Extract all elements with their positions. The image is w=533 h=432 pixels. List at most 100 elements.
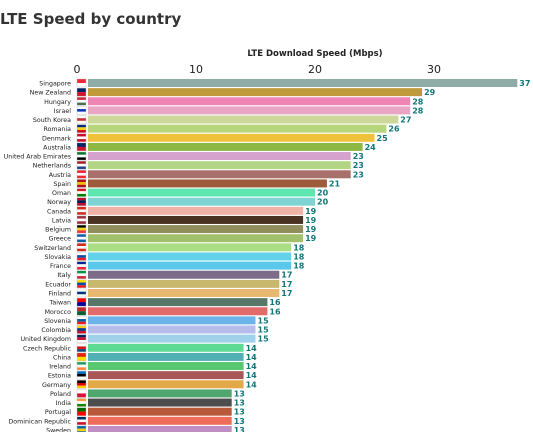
bar <box>88 106 411 115</box>
value-label: 18 <box>293 243 305 252</box>
bars-group: Singapore 37 New Zealand 29 Hungary 28 Israel 2… <box>4 78 530 432</box>
bar-row: France 18 <box>50 261 305 271</box>
bar <box>88 298 268 307</box>
category-label: Canada <box>47 208 71 215</box>
tick-label: 20 <box>308 63 322 76</box>
flag-icon <box>76 398 87 407</box>
bar-row: Sweden 13 <box>46 425 245 432</box>
bar-row: Morocco 16 <box>45 307 281 316</box>
category-label: New Zealand <box>30 90 71 97</box>
value-label: 16 <box>269 298 281 307</box>
bar-row: Denmark 25 <box>42 133 389 143</box>
category-label: Portugal <box>45 409 71 416</box>
flag-icon <box>76 279 87 289</box>
category-label: Spain <box>53 181 71 188</box>
value-label: 14 <box>246 353 258 362</box>
bar-row: Romania 26 <box>43 124 400 134</box>
bar-row: New Zealand 29 <box>30 87 436 97</box>
flag-icon <box>76 252 87 261</box>
bar-row: Slovakia 18 <box>45 252 305 261</box>
value-label: 23 <box>353 161 364 170</box>
bar <box>88 352 244 361</box>
flag-icon <box>76 133 87 142</box>
bar <box>88 243 292 252</box>
bar-row: Ireland 14 <box>49 361 257 371</box>
bar <box>88 325 256 334</box>
tick-label: 10 <box>189 63 203 76</box>
value-label: 18 <box>293 252 305 261</box>
bar <box>88 161 351 170</box>
category-label: Singapore <box>39 81 71 88</box>
category-label: India <box>56 400 72 407</box>
bar-row: Colombia 15 <box>41 325 269 335</box>
value-label: 15 <box>258 335 270 344</box>
category-label: Oman <box>52 190 71 197</box>
flag-icon <box>76 416 87 426</box>
category-label: Norway <box>47 199 71 206</box>
bar-row: Czech Republic 14 <box>23 343 257 353</box>
value-label: 26 <box>388 125 400 134</box>
bar <box>88 124 387 133</box>
category-label: Italy <box>57 272 71 279</box>
bar <box>88 206 304 215</box>
bar <box>88 252 292 261</box>
category-label: Netherlands <box>33 163 71 170</box>
category-label: China <box>53 354 71 361</box>
axis-ticks: 0 10 20 30 <box>74 63 442 76</box>
category-label: France <box>50 263 71 270</box>
value-label: 28 <box>412 97 424 106</box>
bar <box>88 398 232 407</box>
bar-row: India 13 <box>56 398 245 408</box>
flag-icon <box>76 115 87 124</box>
flag-icon <box>76 425 87 432</box>
value-label: 14 <box>246 371 258 380</box>
category-label: Taiwan <box>49 300 71 307</box>
bar-row: Ecuador 17 <box>45 279 292 289</box>
category-label: Australia <box>43 144 71 151</box>
bar-row: United Arab Emirates 23 <box>4 151 364 161</box>
flag-icon <box>76 316 87 325</box>
value-label: 16 <box>269 307 281 316</box>
value-label: 15 <box>258 316 270 325</box>
flag-icon <box>76 206 87 216</box>
category-label: Slovenia <box>44 318 71 325</box>
flag-icon <box>76 261 87 270</box>
axis-title: LTE Download Speed (Mbps) <box>247 49 382 59</box>
flag-icon <box>76 124 87 133</box>
value-label: 20 <box>317 198 329 207</box>
flag-icon <box>76 370 87 380</box>
value-label: 25 <box>377 134 389 143</box>
tick-label: 0 <box>74 63 81 76</box>
bar <box>88 115 399 124</box>
category-label: South Korea <box>33 117 71 124</box>
bar-row: Oman 20 <box>52 188 329 198</box>
value-label: 13 <box>234 389 245 398</box>
flag-icon <box>76 407 87 416</box>
bar <box>88 362 244 371</box>
category-label: Slovakia <box>45 254 72 261</box>
page-title: LTE Speed by country <box>0 10 182 28</box>
category-label: Greece <box>49 236 72 243</box>
bar-row: Slovenia 15 <box>44 316 269 325</box>
category-label: Israel <box>54 108 71 115</box>
bar <box>88 133 375 142</box>
bar <box>88 307 268 316</box>
bar <box>88 79 518 87</box>
bar-row: Norway 20 <box>47 197 329 207</box>
bar <box>88 389 232 398</box>
bar-row: Italy 17 <box>57 270 292 280</box>
flag-icon <box>76 334 87 343</box>
category-label: Dominican Republic <box>8 418 71 425</box>
bar-row: Belgium 19 <box>45 224 317 234</box>
bar-row: Taiwan 16 <box>49 297 281 307</box>
value-label: 24 <box>365 143 377 152</box>
bar <box>88 97 411 106</box>
bar-row: Australia 24 <box>43 142 377 152</box>
flag-icon <box>76 361 87 371</box>
flag-icon <box>76 288 87 298</box>
value-label: 28 <box>412 106 424 115</box>
flag-icon <box>76 160 87 170</box>
bar-row: Latvia 19 <box>52 215 317 225</box>
flag-icon <box>76 170 87 179</box>
